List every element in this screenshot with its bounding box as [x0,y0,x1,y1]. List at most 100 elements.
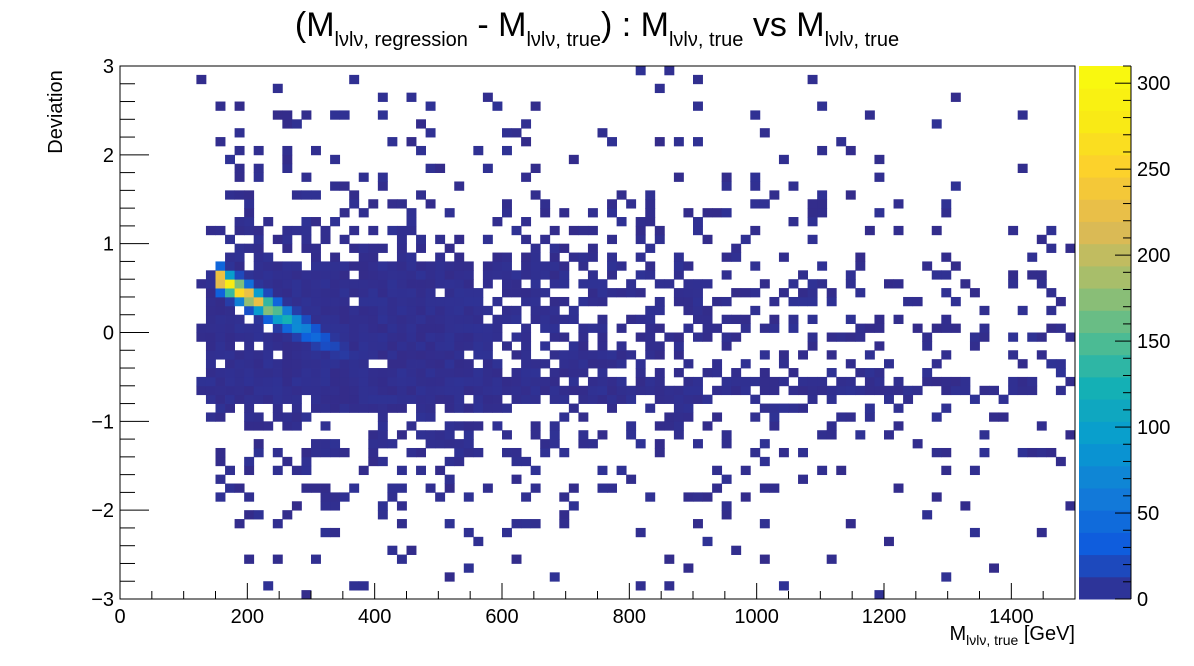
histogram-bin [482,332,493,342]
histogram-bin [416,314,426,325]
histogram-bin [435,394,446,404]
histogram-bin [244,190,255,200]
histogram-bin [225,376,235,387]
histogram-bin [511,288,522,298]
histogram-bin [444,359,455,369]
histogram-bin [798,385,808,396]
histogram-bin [960,279,971,289]
histogram-bin [673,394,684,404]
histogram-bin [330,323,341,333]
histogram-bin [406,137,417,147]
histogram-bin [578,341,589,351]
histogram-bin [311,296,321,307]
histogram-bin [1065,243,1076,253]
histogram-bin [645,199,656,209]
palette-segment [1079,310,1131,333]
histogram-bin [368,252,379,262]
histogram-bin [673,137,684,147]
histogram-bin [759,376,770,387]
histogram-bin [702,368,713,378]
histogram-bin [244,243,255,253]
histogram-bin [282,385,293,396]
histogram-bin [291,403,302,413]
palette-segment [1079,199,1131,222]
histogram-bin [521,519,532,529]
histogram-bin [817,208,828,218]
histogram-bin [406,92,417,102]
histogram-bin [587,288,598,298]
histogram-bin [798,447,808,458]
histogram-bin [511,314,522,325]
histogram-bin [645,350,656,360]
histogram-bin [750,261,761,271]
histogram-bin [225,394,235,404]
histogram-bin [291,270,302,280]
histogram-bin [291,465,302,476]
palette-segment [1079,221,1131,245]
histogram-bin [234,323,245,333]
histogram-bin [416,119,426,129]
histogram-bin [731,385,742,396]
histogram-bin [301,190,312,200]
histogram-bin [406,545,417,555]
histogram-bin [311,252,321,262]
histogram-bin [817,190,828,200]
histogram-bin [320,394,331,404]
histogram-bin [721,341,732,351]
histogram-bin [568,350,579,360]
histogram-bin [702,332,713,342]
histogram-bin [845,270,856,280]
histogram-bin [607,208,617,218]
histogram-bin [444,332,455,342]
histogram-bin [683,403,694,413]
histogram-bin [645,341,656,351]
histogram-bin [626,314,637,325]
histogram-bin [263,270,274,280]
histogram-bin [406,314,417,325]
z-axis: 0 50 100 150 200 250 300 [1115,65,1170,611]
histogram-bin [454,234,465,245]
histogram-bin [645,217,656,227]
histogram-bin [740,385,751,396]
histogram-bin [368,261,379,271]
histogram-bin [960,385,971,396]
histogram-bin [855,323,866,333]
histogram-bin [444,208,455,218]
histogram-bin [234,332,245,342]
histogram-bin [549,376,560,387]
histogram-bin [559,412,570,422]
histogram-bin [463,341,474,351]
histogram-bin [244,492,255,502]
histogram-bin [301,376,312,387]
histogram-bin [349,305,360,316]
palette-segment [1079,243,1131,267]
histogram-bin [196,279,207,289]
histogram-bin [855,252,866,262]
histogram-bin [215,447,226,458]
histogram-bin [549,332,560,342]
histogram-bin [683,208,694,218]
svg-text:(Mlνlν, regression - Mlνlν, tr: (Mlνlν, regression - Mlνlν, true) : Mlνl… [295,6,899,51]
histogram-bin [358,314,369,325]
histogram-bin [607,199,617,209]
histogram-bin [1008,376,1019,387]
histogram-bin [253,394,264,404]
histogram-bin [826,332,837,342]
histogram-bin [196,385,207,396]
histogram-bin [673,368,684,378]
histogram-bin [311,341,321,351]
histogram-bin [358,261,369,271]
histogram-bin [626,421,637,431]
histogram-bin [416,394,426,404]
histogram-bin [1065,430,1076,440]
histogram-bin [664,385,675,396]
histogram-bin [291,421,302,431]
histogram-bin [454,270,465,280]
histogram-bin [253,412,264,422]
histogram-bin [626,385,637,396]
histogram-bin [444,323,455,333]
histogram-bin [893,403,904,413]
histogram-bin [234,128,245,138]
histogram-bin [721,252,732,262]
histogram-bin [387,261,398,271]
